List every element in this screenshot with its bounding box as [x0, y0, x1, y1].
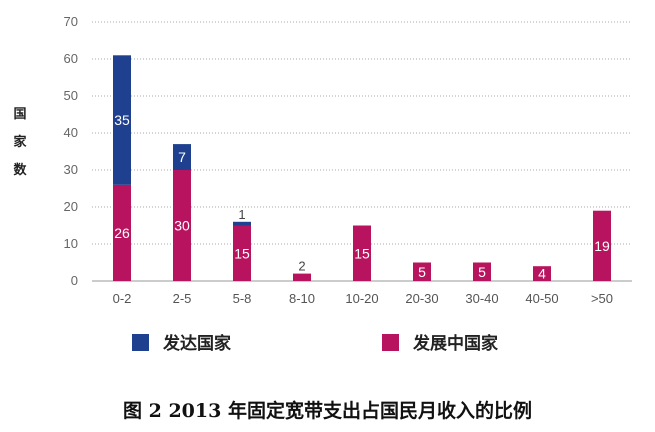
- x-category-label: 5-8: [233, 291, 252, 306]
- legend-swatch: [382, 334, 399, 351]
- bars: [113, 55, 611, 281]
- bar-segment: [173, 144, 191, 170]
- data-label: 1: [238, 207, 245, 222]
- bar-segment: [173, 170, 191, 281]
- bar-segment: [113, 184, 131, 281]
- y-tick-label: 30: [64, 162, 78, 177]
- data-label: 2: [298, 259, 305, 274]
- legend: 发达国家 发展中国家: [132, 333, 498, 354]
- x-category-label: 20-30: [405, 291, 438, 306]
- y-tick-label: 20: [64, 199, 78, 214]
- data-label: 26: [114, 225, 130, 241]
- y-axis-label-char: 家: [13, 134, 27, 150]
- x-category-label: 2-5: [173, 291, 192, 306]
- chart: 0 10 20 30 40 50 60 70 26 35 30 7 15 1 2 15 5 5 4 19 0-2 2-…: [13, 14, 632, 354]
- data-label: 30: [174, 218, 190, 234]
- data-label: 35: [114, 112, 130, 128]
- data-label: 19: [594, 238, 610, 254]
- x-category-label: >50: [591, 291, 613, 306]
- legend-swatch: [132, 334, 149, 351]
- y-axis-label-char: 国: [13, 107, 26, 122]
- bar-segment: [473, 262, 491, 281]
- y-tick-label: 40: [64, 125, 78, 140]
- bar-segment: [113, 55, 131, 185]
- x-category-label: 40-50: [525, 291, 558, 306]
- bar-segment: [293, 273, 311, 281]
- x-category-label: 8-10: [289, 291, 315, 306]
- x-category-label: 30-40: [465, 291, 498, 306]
- data-label: 5: [478, 264, 486, 280]
- data-label: 15: [234, 245, 250, 261]
- y-tick-label: 70: [64, 14, 78, 29]
- legend-label: 发展中国家: [412, 333, 498, 354]
- bar-segment: [533, 266, 551, 281]
- bar-segment: [233, 225, 251, 281]
- bar-segment: [413, 262, 431, 281]
- data-label: 7: [178, 149, 186, 165]
- data-label: 5: [418, 264, 426, 280]
- legend-label: 发达国家: [162, 333, 231, 354]
- bar-segment: [593, 210, 611, 281]
- figure-caption: 图 2 2013 年固定宽带支出占国民月收入的比例: [123, 400, 532, 422]
- x-category-label: 0-2: [113, 291, 132, 306]
- y-tick-label: 10: [64, 236, 78, 251]
- bar-segment: [233, 221, 251, 226]
- x-axis-categories: 0-2 2-5 5-8 8-10 10-20 20-30 30-40 40-50 >50: [113, 291, 613, 306]
- y-axis-label-char: 数: [13, 162, 27, 178]
- bar-segment: [353, 225, 371, 281]
- y-tick-label: 50: [64, 88, 78, 103]
- y-tick-label: 60: [64, 51, 78, 66]
- y-axis-label: 国家数: [13, 107, 27, 178]
- y-axis-ticks: 0 10 20 30 40 50 60 70: [64, 14, 78, 288]
- data-label: 15: [354, 245, 370, 261]
- data-label: 4: [538, 266, 546, 282]
- y-tick-label: 0: [71, 273, 78, 288]
- bar-labels: 26 35 30 7 15 1 2 15 5 5 4 19: [114, 112, 610, 282]
- x-category-label: 10-20: [345, 291, 378, 306]
